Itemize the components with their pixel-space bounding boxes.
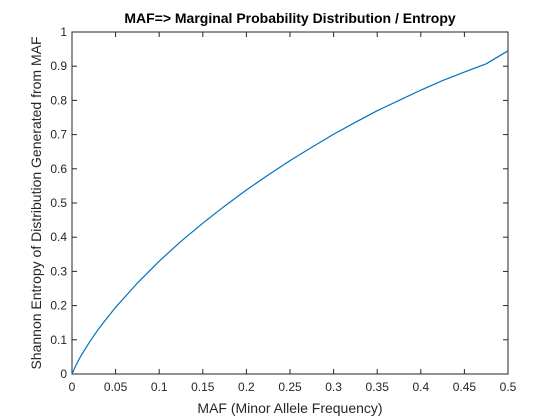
- y-tick-label: 0.5: [50, 196, 67, 210]
- x-tick-label: 0.4: [412, 380, 429, 394]
- x-tick-label: 0.15: [191, 380, 215, 394]
- y-tick-label: 0.9: [50, 59, 67, 73]
- y-tick-label: 1: [60, 25, 67, 39]
- y-tick-label: 0.1: [50, 333, 67, 347]
- x-axis-ticks: 0 0.05 0.1 0.15 0.2 0.25 0.3 0.35 0.4 0.45 0.5: [69, 32, 517, 394]
- y-tick-label: 0.2: [50, 299, 67, 313]
- y-tick-label: 0.8: [50, 93, 67, 107]
- y-tick-label: 0.6: [50, 162, 67, 176]
- chart-title: MAF=> Marginal Probability Distribution …: [124, 10, 456, 26]
- y-axis-label: Shannon Entropy of Distribution Generate…: [28, 36, 44, 369]
- x-tick-label: 0: [69, 380, 76, 394]
- x-tick-label: 0.2: [238, 380, 255, 394]
- x-tick-label: 0.25: [278, 380, 302, 394]
- x-tick-label: 0.05: [104, 380, 128, 394]
- x-tick-label: 0.3: [325, 380, 342, 394]
- x-axis-label: MAF (Minor Allele Frequency): [197, 400, 382, 416]
- plot-area: [71, 31, 509, 375]
- x-tick-label: 0.1: [151, 380, 168, 394]
- y-tick-label: 0: [60, 367, 67, 381]
- x-tick-label: 0.45: [453, 380, 477, 394]
- y-tick-label: 0.7: [50, 128, 67, 142]
- x-tick-label: 0.35: [366, 380, 390, 394]
- x-tick-label: 0.5: [500, 380, 517, 394]
- y-axis-ticks: 0 0.1 0.2 0.3 0.4 0.5 0.6 0.7 0.8 0.9 1: [50, 25, 508, 381]
- series-line: [71, 50, 509, 375]
- y-tick-label: 0.3: [50, 264, 67, 278]
- y-tick-label: 0.4: [50, 230, 67, 244]
- series-layer: [71, 50, 509, 375]
